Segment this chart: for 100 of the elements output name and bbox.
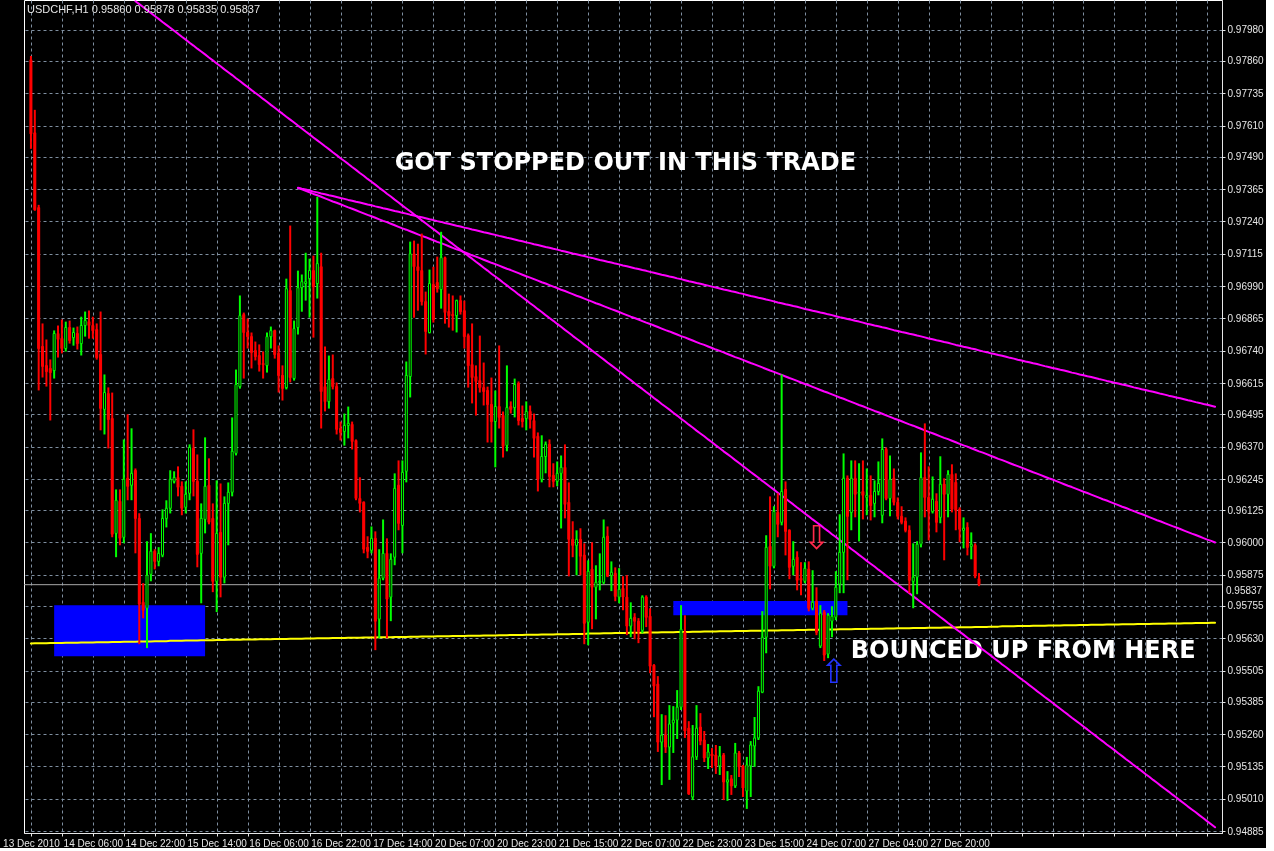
candlestick [962,517,966,549]
candlestick [311,255,315,338]
candlestick [718,746,722,775]
candlestick [261,351,265,379]
candlestick [803,562,807,584]
candlestick [153,549,157,570]
candlestick [315,196,319,299]
y-tick-label: 0.97860 [1227,55,1265,67]
x-tick-label: 22 Dec 07:00 [620,837,681,849]
annotation: BOUNCED UP FROM HERE [850,636,1196,665]
candlestick [102,374,106,435]
candlestick [559,455,563,529]
y-tick-label: 0.97610 [1227,120,1265,132]
candlestick [64,321,68,352]
y-tick-label: 0.97240 [1227,215,1265,227]
candlestick [60,319,64,354]
candlestick [791,541,795,576]
y-tick-label: 0.96495 [1227,408,1265,420]
candlestick [946,470,950,518]
candlestick [606,526,610,578]
y-tick-label: 0.94885 [1227,825,1265,837]
candlestick [242,312,246,379]
candlestick [130,428,134,501]
candlestick [428,269,432,334]
candlestick [811,570,815,611]
x-tick-label: 27 Dec 04:00 [868,837,929,849]
y-tick-label: 0.97115 [1227,248,1264,260]
candlestick [667,705,671,780]
candlestick [934,493,938,533]
y-tick-label: 0.95630 [1227,632,1265,644]
line-series [134,0,1217,829]
candlestick [75,326,79,350]
candlestick [540,435,544,483]
annotation: ⇧ [820,652,848,692]
candlestick [861,460,865,520]
candlestick [853,460,857,518]
candlestick [888,455,892,517]
x-tick-label: 24 Dec 07:00 [806,837,867,849]
y-tick-label: 0.95755 [1227,600,1265,612]
candlestick [965,522,969,556]
y-tick-label: 0.95385 [1227,696,1265,708]
x-tick-label: 20 Dec 07:00 [435,837,496,849]
candlestick [869,475,873,521]
x-tick-label: 22 Dec 23:00 [682,837,743,849]
candlestick [590,542,594,630]
candlestick [633,613,637,640]
candlestick [931,476,935,514]
y-tick-label: 0.96865 [1227,312,1265,324]
x-tick-label: 14 Dec 06:00 [63,837,124,849]
x-tick-label: 15 Dec 14:00 [187,837,248,849]
candlestick [517,381,521,426]
y-tick-label: 0.96125 [1227,504,1265,516]
candlestick [911,543,915,609]
x-tick-label: 14 Dec 22:00 [125,837,186,849]
candlestick [768,496,772,590]
y-tick-label: 0.96370 [1227,441,1265,453]
candlestick [524,401,528,431]
candlestick [79,316,83,356]
candlestick [613,567,617,602]
y-tick-label: 0.97365 [1227,183,1265,195]
y-tick-label: 0.96990 [1227,280,1265,292]
candlestick [547,439,551,488]
candlestick [575,530,579,576]
candlestick [969,532,973,560]
candlestick [617,568,621,604]
x-tick-label: 23 Dec 15:00 [744,837,805,849]
y-tick-label: 0.95135 [1227,760,1265,772]
y-tick-label: 0.95010 [1227,793,1265,805]
candlestick [369,526,373,554]
x-tick-label: 27 Dec 20:00 [930,837,991,849]
candlestick [493,390,497,468]
candlestick [795,551,799,591]
y-tick-label: 0.96740 [1227,345,1265,357]
candlestick [865,468,869,516]
ref-line-label: 0.95837 [1226,584,1263,596]
x-tick-label: 17 Dec 14:00 [373,837,434,849]
candlestick [609,561,613,592]
candlestick [327,355,331,409]
x-tick-label: 16 Dec 22:00 [311,837,372,849]
y-tick-label: 0.96245 [1227,473,1265,485]
y-tick-label: 0.95505 [1227,665,1265,677]
y-tick-label: 0.97490 [1227,151,1265,163]
candlestick [72,327,75,346]
y-tick-label: 0.97980 [1227,24,1265,36]
annotation: ⇩ [802,518,831,558]
candlestick [304,252,308,301]
candlestick [725,771,729,801]
candlestick [664,715,668,753]
candlestick [451,295,455,331]
candlestick [489,377,493,443]
candlestick [68,320,72,344]
candlestick [776,493,780,538]
x-tick-label: 16 Dec 06:00 [249,837,310,849]
candlestick [87,310,91,339]
y-tick-label: 0.96615 [1227,377,1265,389]
candlestick [48,359,52,421]
x-tick-label: 13 Dec 2010 [3,837,61,849]
x-tick-label: 21 Dec 15:00 [558,837,619,849]
candlestick [629,602,633,638]
candlestick [706,743,710,770]
